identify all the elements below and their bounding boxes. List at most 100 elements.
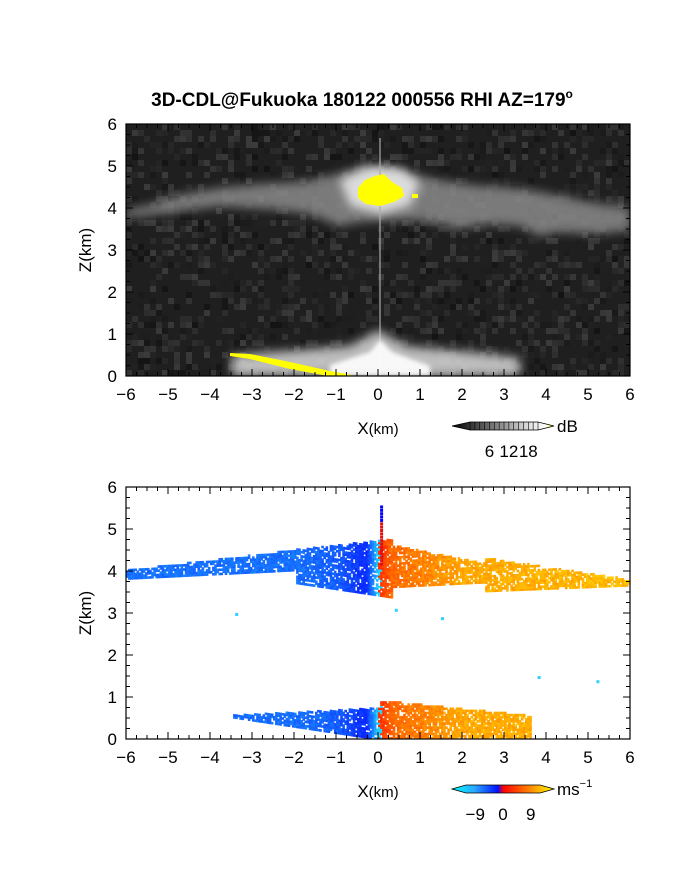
noise-cell [384, 298, 390, 304]
velocity-cell [434, 726, 438, 729]
velocity-cell [476, 566, 480, 570]
noise-cell [360, 286, 366, 292]
velocity-cell [296, 548, 299, 551]
noise-cell [414, 160, 420, 166]
velocity-cell [426, 569, 429, 572]
velocity-cell [382, 720, 385, 723]
velocity-cell [375, 560, 379, 563]
velocity-cell [388, 539, 392, 542]
noise-cell [294, 274, 300, 280]
velocity-cell [228, 557, 232, 561]
velocity-cell [323, 564, 326, 568]
velocity-cell [390, 556, 394, 559]
velocity-cell [361, 587, 364, 590]
noise-cell [162, 226, 168, 232]
velocity-cell [434, 560, 438, 563]
velocity-cell [422, 715, 425, 719]
velocity-cell [142, 574, 146, 577]
velocity-cell [424, 713, 427, 717]
noise-cell [498, 322, 504, 328]
noise-cell [600, 148, 606, 154]
noise-cell [372, 160, 378, 166]
velocity-cell [405, 570, 408, 573]
velocity-cell [409, 572, 413, 575]
velocity-cell [321, 560, 324, 563]
noise-cell [234, 148, 240, 154]
noise-cell [528, 178, 534, 184]
noise-cell [612, 280, 618, 286]
velocity-cell [388, 541, 392, 544]
velocity-cell [428, 577, 431, 581]
reflectivity-x-axis-label: X(km) [357, 419, 398, 438]
velocity-cell [415, 569, 419, 573]
velocity-cell [319, 579, 322, 582]
velocity-cell [424, 575, 427, 579]
velocity-cell [436, 556, 440, 559]
velocity-cell [159, 575, 163, 579]
velocity-cell [266, 570, 270, 573]
velocity-cell [319, 572, 322, 576]
velocity-cell [378, 724, 381, 727]
velocity-cell [373, 541, 377, 544]
noise-cell [516, 304, 522, 310]
velocity-cell [388, 551, 392, 555]
velocity-cell [468, 567, 471, 570]
noise-cell [432, 172, 438, 178]
noise-cell [582, 124, 588, 130]
velocity-cell [457, 715, 461, 719]
velocity-cell [491, 722, 494, 725]
velocity-cell [354, 561, 358, 564]
noise-cell [312, 154, 318, 160]
noise-cell [600, 364, 606, 370]
velocity-cell [340, 544, 343, 547]
velocity-cell [459, 567, 463, 571]
velocity-cell [449, 709, 452, 713]
velocity-cell [235, 714, 238, 717]
noise-cell [612, 292, 618, 298]
velocity-cell [392, 730, 396, 734]
velocity-cell [409, 705, 413, 708]
velocity-cell [428, 571, 431, 574]
velocity-cell [453, 709, 457, 713]
velocity-cell [388, 570, 392, 574]
velocity-cell [287, 569, 291, 572]
velocity-cell [342, 578, 345, 581]
velocity-cell [451, 734, 455, 738]
velocity-cell [495, 566, 499, 569]
velocity-cell [388, 730, 392, 734]
velocity-cell [478, 734, 482, 738]
noise-cell [372, 220, 378, 226]
velocity-cell [468, 728, 471, 732]
noise-cell [138, 340, 144, 346]
velocity-cell [344, 568, 347, 571]
velocity-cell [184, 568, 188, 571]
velocity-cell [256, 560, 259, 563]
velocity-cell [491, 583, 494, 586]
velocity-cell [291, 725, 295, 728]
noise-cell [606, 256, 612, 262]
velocity-cell [422, 728, 425, 732]
velocity-cell [315, 561, 318, 565]
noise-cell [366, 286, 372, 292]
velocity-cell [392, 734, 396, 738]
velocity-cell [411, 582, 415, 586]
noise-cell [558, 262, 564, 268]
velocity-cell [445, 559, 448, 563]
velocity-cell [403, 549, 406, 552]
velocity-cell [394, 720, 398, 723]
velocity-cell [455, 707, 459, 711]
velocity-cell [323, 583, 326, 587]
velocity-cell [449, 728, 452, 732]
velocity-cell [266, 717, 270, 720]
velocity-cell [359, 549, 362, 552]
noise-cell [588, 304, 594, 310]
noise-cell [402, 316, 408, 322]
velocity-cell [476, 736, 480, 739]
noise-cell [624, 256, 630, 262]
velocity-cell [306, 570, 310, 574]
velocity-cell [291, 720, 295, 724]
velocity-cell [260, 568, 263, 572]
velocity-cell [321, 573, 324, 576]
noise-cell [594, 340, 600, 346]
velocity-cell [375, 568, 379, 572]
